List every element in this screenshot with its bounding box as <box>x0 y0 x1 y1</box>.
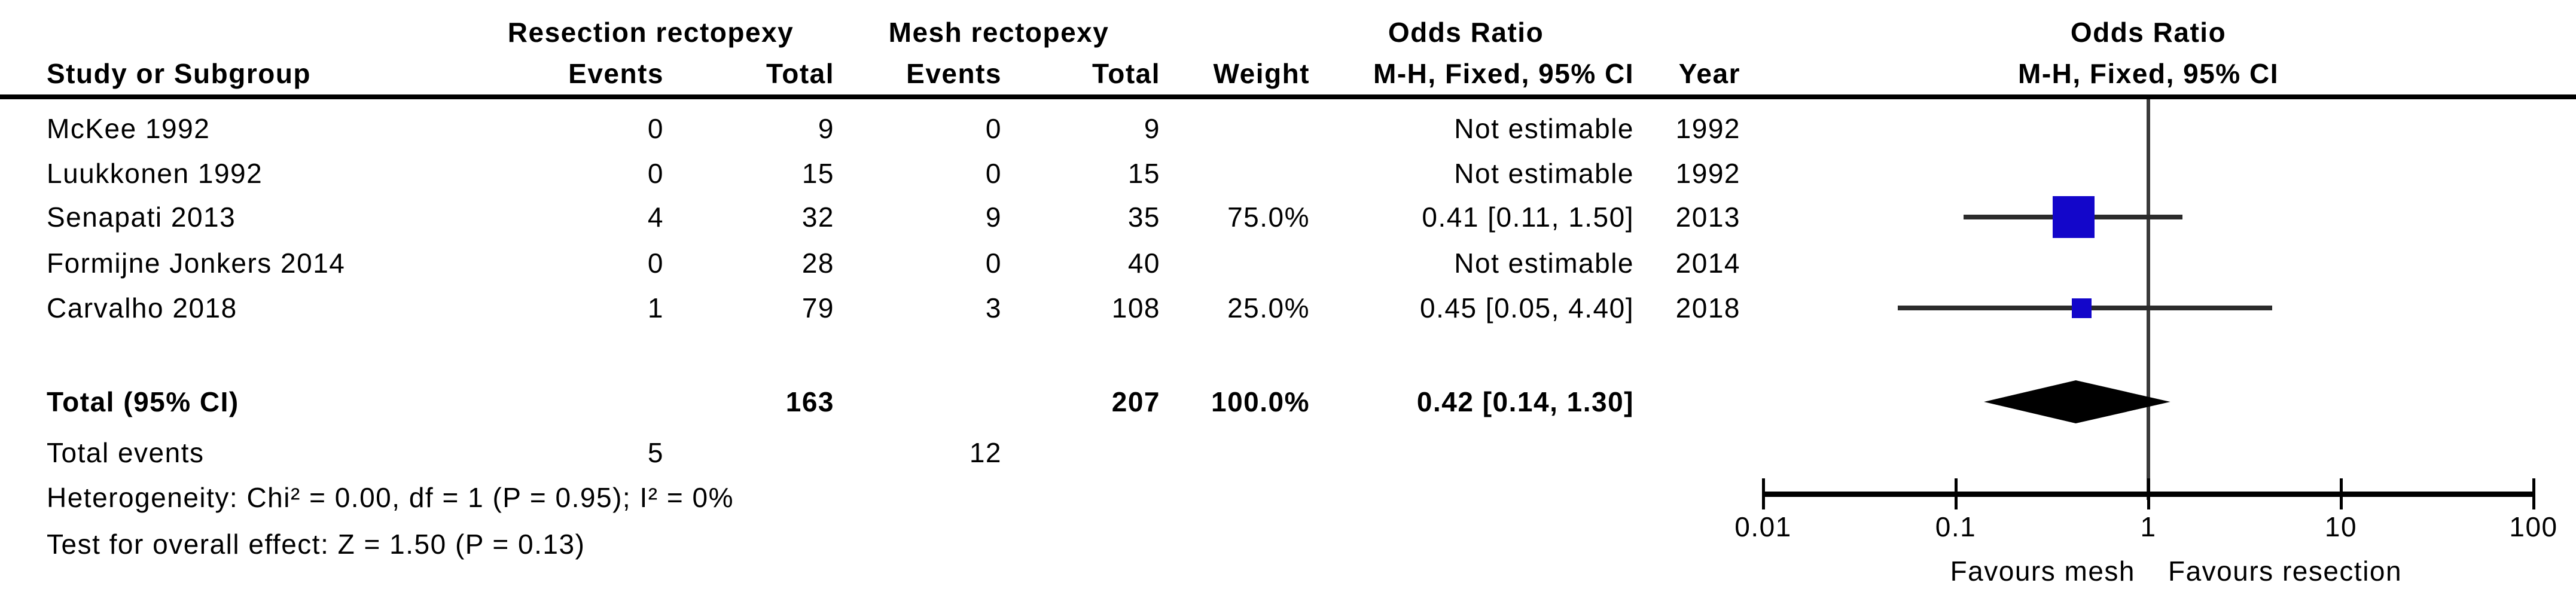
total-label: Total (95% CI) <box>47 386 239 417</box>
year: 1992 <box>1675 158 1740 189</box>
odds-ratio-table-title: Odds Ratio <box>1388 17 1544 48</box>
col-header-mesh-events: Events <box>906 58 1002 89</box>
table-row: Formijne Jonkers 2014 0 28 0 40 Not esti… <box>0 248 2576 278</box>
res-total: 15 <box>801 158 834 189</box>
axis-tick <box>2340 478 2343 509</box>
axis-tick-label: 10 <box>2324 511 2358 542</box>
total-events-mesh: 12 <box>969 437 1002 468</box>
study-name: Carvalho 2018 <box>47 292 237 324</box>
res-events: 4 <box>647 202 664 233</box>
study-name: Formijne Jonkers 2014 <box>47 248 346 279</box>
total-weight: 100.0% <box>1211 386 1310 417</box>
axis-tick-label: 0.01 <box>1734 511 1792 542</box>
total-events-label: Total events <box>47 437 205 468</box>
year: 2013 <box>1675 202 1740 233</box>
mesh-events: 0 <box>985 113 1002 144</box>
mesh-total: 9 <box>1144 113 1160 144</box>
null-effect-line <box>2147 99 2150 500</box>
res-events: 0 <box>647 113 664 144</box>
col-header-res-total: Total <box>766 58 834 89</box>
res-events: 0 <box>647 158 664 189</box>
res-total: 9 <box>818 113 834 144</box>
axis-tick-label: 1 <box>2140 511 2157 542</box>
plot-header-method: M-H, Fixed, 95% CI <box>2018 58 2279 89</box>
res-total: 79 <box>801 292 834 324</box>
total-events-res: 5 <box>647 437 664 468</box>
mesh-total: 40 <box>1127 248 1160 279</box>
total-res-total: 163 <box>785 386 834 417</box>
effect-square <box>2053 196 2095 238</box>
axis-tick <box>1762 478 1765 509</box>
col-header-weight: Weight <box>1213 58 1310 89</box>
total-events-row: Total events 5 12 <box>0 438 2576 468</box>
mesh-total: 35 <box>1127 202 1160 233</box>
study-name: McKee 1992 <box>47 113 211 144</box>
res-events: 1 <box>647 292 664 324</box>
effect-square <box>2071 298 2092 318</box>
group-header-resection: Resection rectopexy <box>507 17 794 48</box>
or-ci-text: Not estimable <box>1454 248 1634 279</box>
total-or-ci-text: 0.42 [0.14, 1.30] <box>1416 386 1634 417</box>
col-header-res-events: Events <box>568 58 664 89</box>
table-row: Carvalho 2018 1 79 3 108 25.0% 0.45 [0.0… <box>0 293 2576 323</box>
or-ci-text: 0.41 [0.11, 1.50] <box>1422 202 1634 233</box>
header-divider-line <box>0 94 2576 99</box>
year: 2018 <box>1675 292 1740 324</box>
column-header-row: Study or Subgroup Events Total Events To… <box>0 59 2576 88</box>
odds-ratio-plot-title: Odds Ratio <box>2070 17 2227 48</box>
axis-tick <box>2532 478 2535 509</box>
res-total: 28 <box>801 248 834 279</box>
mesh-events: 0 <box>985 158 1002 189</box>
axis-tick <box>2147 478 2150 509</box>
res-events: 0 <box>647 248 664 279</box>
axis-tick-label: 100 <box>2509 511 2558 542</box>
heterogeneity-text: Heterogeneity: Chi² = 0.00, df = 1 (P = … <box>47 482 734 513</box>
mesh-events: 0 <box>985 248 1002 279</box>
total-mesh-total: 207 <box>1111 386 1160 417</box>
total-row: Total (95% CI) 163 207 100.0% 0.42 [0.14… <box>0 387 2576 417</box>
col-header-study: Study or Subgroup <box>47 58 312 89</box>
table-row: McKee 1992 0 9 0 9 Not estimable 1992 <box>0 114 2576 144</box>
or-ci-text: 0.45 [0.05, 4.40] <box>1420 292 1634 324</box>
group-header-mesh: Mesh rectopexy <box>888 17 1109 48</box>
favours-right-label: Favours resection <box>2168 556 2403 587</box>
study-name: Luukkonen 1992 <box>47 158 263 189</box>
or-ci-text: Not estimable <box>1454 158 1634 189</box>
mesh-total: 108 <box>1111 292 1160 324</box>
year: 2014 <box>1675 248 1740 279</box>
favours-left-label: Favours mesh <box>1950 556 2135 587</box>
weight: 25.0% <box>1227 292 1310 324</box>
weight: 75.0% <box>1227 202 1310 233</box>
overall-effect-text: Test for overall effect: Z = 1.50 (P = 0… <box>47 529 586 560</box>
study-name: Senapati 2013 <box>47 202 236 233</box>
mesh-events: 3 <box>985 292 1002 324</box>
col-header-year: Year <box>1678 58 1740 89</box>
or-ci-text: Not estimable <box>1454 113 1634 144</box>
res-total: 32 <box>801 202 834 233</box>
year: 1992 <box>1675 113 1740 144</box>
table-row: Luukkonen 1992 0 15 0 15 Not estimable 1… <box>0 158 2576 188</box>
col-header-or-method: M-H, Fixed, 95% CI <box>1373 58 1634 89</box>
col-header-mesh-total: Total <box>1092 58 1160 89</box>
axis-tick <box>1955 478 1958 509</box>
mesh-events: 9 <box>985 202 1002 233</box>
mesh-total: 15 <box>1127 158 1160 189</box>
axis-tick-label: 0.1 <box>1935 511 1977 542</box>
table-row: Senapati 2013 4 32 9 35 75.0% 0.41 [0.11… <box>0 202 2576 232</box>
summary-diamond <box>1984 380 2170 423</box>
